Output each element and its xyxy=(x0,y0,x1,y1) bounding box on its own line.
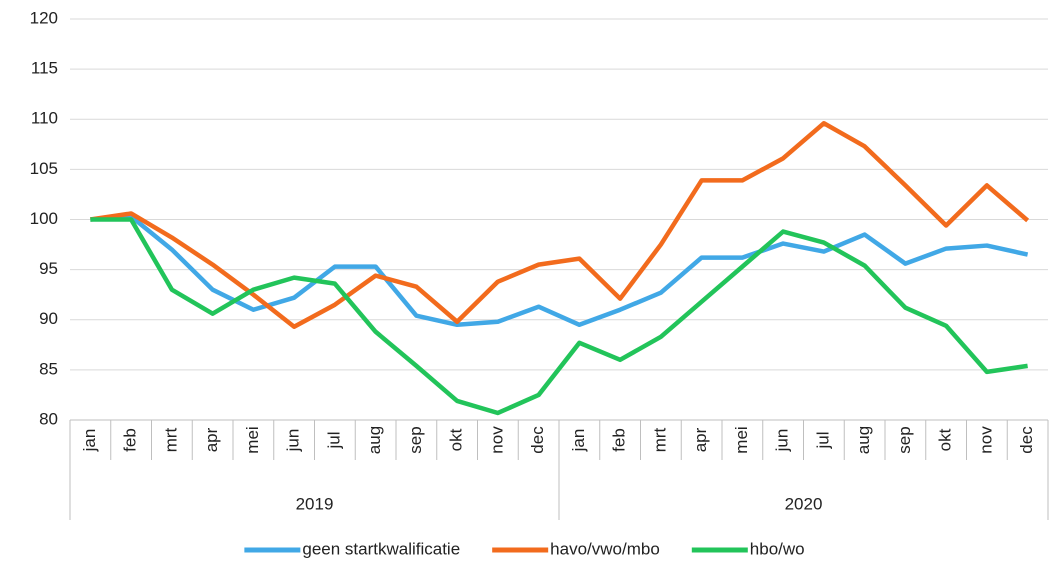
x-tick-label: nov xyxy=(976,426,995,454)
x-tick-label: feb xyxy=(610,428,629,452)
legend-label: geen startkwalificatie xyxy=(302,539,460,558)
x-tick-label: jan xyxy=(569,429,588,453)
y-tick-label: 90 xyxy=(39,309,58,328)
x-tick-label: aug xyxy=(854,426,873,454)
y-tick-label: 120 xyxy=(30,8,58,27)
x-tick-label: jun xyxy=(284,429,303,453)
y-tick-label: 95 xyxy=(39,259,58,278)
group-label: 2019 xyxy=(296,494,334,513)
x-tick-label: jan xyxy=(80,429,99,453)
y-tick-label: 110 xyxy=(31,109,58,128)
x-tick-label: mei xyxy=(243,426,262,453)
x-tick-label: feb xyxy=(121,428,140,452)
y-tick-label: 80 xyxy=(39,409,58,428)
legend: geen startkwalificatie havo/vwo/mbo hbo/wo xyxy=(244,539,805,558)
x-tick-label: sep xyxy=(895,426,914,453)
x-tick-label: mrt xyxy=(650,427,669,452)
legend-label: havo/vwo/mbo xyxy=(550,539,660,558)
x-tick-label: jul xyxy=(813,431,832,449)
x-tick-label: jul xyxy=(324,431,343,449)
x-tick-label: dec xyxy=(528,426,547,454)
x-tick-label: mrt xyxy=(161,427,180,452)
y-tick-label: 105 xyxy=(30,159,58,178)
x-tick-label: okt xyxy=(447,428,466,451)
group-label: 2020 xyxy=(785,494,823,513)
y-tick-label: 100 xyxy=(30,209,58,228)
series-line xyxy=(90,121,1030,330)
x-tick-label: mei xyxy=(732,426,751,453)
x-tick-label: apr xyxy=(202,427,221,452)
legend-label: hbo/wo xyxy=(750,539,805,558)
series-line xyxy=(90,214,1029,328)
series-line xyxy=(90,217,1028,416)
x-tick-label: apr xyxy=(691,427,710,452)
x-tick-label: jun xyxy=(773,429,792,453)
y-tick-label: 115 xyxy=(31,59,58,78)
x-tick-label: okt xyxy=(936,428,955,451)
x-tick-label: aug xyxy=(365,426,384,454)
x-tick-label: dec xyxy=(1017,426,1036,454)
x-tick-label: nov xyxy=(487,426,506,454)
x-tick-label: sep xyxy=(406,426,425,453)
y-tick-label: 85 xyxy=(39,359,58,378)
